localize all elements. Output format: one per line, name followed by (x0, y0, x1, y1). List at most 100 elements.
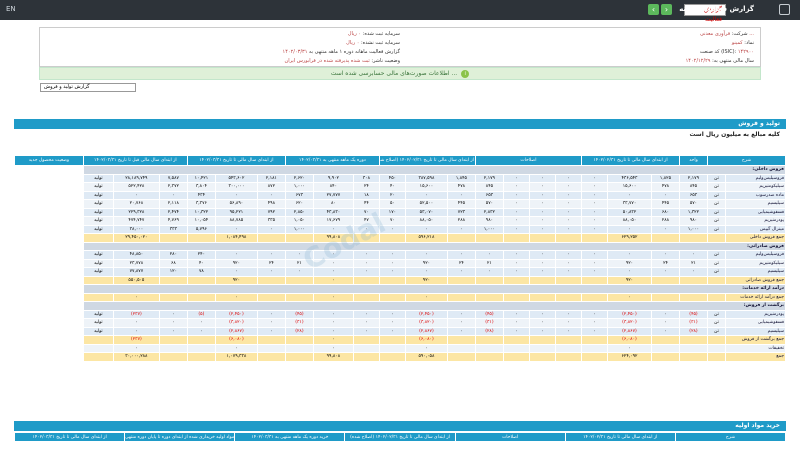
table-cell: (۲۳۷) (112, 309, 160, 319)
table-cell (502, 343, 530, 353)
table-cell: ۵۷۰ (678, 199, 708, 209)
table-cell: ۰ (650, 267, 680, 277)
table-cell (580, 352, 608, 362)
row-label: تخفیفات (725, 343, 786, 353)
row-label: پودرمنیزیم (725, 216, 786, 226)
table-cell: ۲,۱۷۹ (678, 173, 708, 183)
group-label: درآمد ارائه خدمات: (82, 284, 787, 294)
table-cell: (۲,۴۵۰) (606, 309, 652, 319)
table-cell: ۰ (580, 326, 608, 336)
table-cell: ۲,۸۳۲ (474, 207, 504, 217)
table-cell: ۲۴ (256, 258, 286, 268)
table-cell: ۰ (112, 343, 160, 353)
total-row: جمع برگشت از فروش (۶,۰۸۰) (۶,۰۸۰) ۰ (۶,۰۸۰) (… (15, 335, 786, 345)
table-row: پودرمنیزیم تن ۹۸۰ ۲۸۸ ۸۸,۰۵۰ ۰ ۰ ۰ ۰ ۹۸۰ ۲۸۸ ۸۸,۰۵۰… (15, 216, 786, 226)
table-cell: ۰ (446, 190, 476, 200)
table-cell: ۶۲۹,۲۵۲ (606, 233, 652, 243)
table-cell: ۰ (650, 318, 680, 328)
table-cell: تولید (82, 182, 114, 192)
table-cell: ۲۲۹,۳۲۸ (112, 207, 160, 217)
row-label: فروسیلیس‌ولیم (725, 250, 786, 260)
table-row: فروسیلیس‌ولیم تن ۰ ۰ ۰ ۰ ۰ ۰ ۰ ۰ ۰ ۰ ۰ ۰ ۰ ۰ ۰ ۰ ۲۴۰ ۲۸۰ ۴۸,… (15, 250, 786, 260)
table-cell: ۰ (502, 318, 530, 328)
company-info-panel: شرکت: فرآوری معدنی ... نماد: کمینو کد صن… (39, 27, 761, 67)
table-cell: ۰ (446, 326, 476, 336)
top-bar: EN ‹ › گزارش فعالیت گزارش فعالیت ماهانه (0, 0, 800, 23)
company-value: فرآوری معدنی ... (699, 31, 754, 37)
table-cell: ۰ (112, 190, 160, 200)
language-toggle[interactable]: EN (6, 5, 16, 13)
table-cell: ۰ (528, 258, 556, 268)
row-label: جمع فروش صادراتی (725, 275, 786, 285)
table-cell: ۱۲۰ (158, 267, 188, 277)
table-cell: ۰ (502, 182, 530, 192)
table-cell: ۱,۰۸۴,۴۹۸ (214, 233, 258, 243)
row-label: ماده ضدرسوب (725, 190, 786, 200)
table-cell: ۱۰,۴۲۱ (186, 173, 216, 183)
table-cell: ۷۹۲ (256, 207, 286, 217)
column-header: از ابتدای سال مالی تا تاریخ ۱۴۰۲/۰۳/۳۱ (13, 432, 126, 442)
fiscal-year-label: سال مالی منتهی به: (712, 58, 754, 64)
table-cell (378, 343, 406, 353)
table-cell: ۳۸۷,۵۹۸ (404, 173, 448, 183)
row-label: فسفوشیمیایی (725, 318, 786, 328)
table-cell: ۰ (474, 250, 504, 260)
table-cell (82, 352, 114, 362)
table-cell: تن (706, 207, 727, 217)
table-cell: ۱,۸۲۵ (650, 173, 680, 183)
table-cell: ۰ (352, 258, 380, 268)
table-cell: تن (706, 173, 727, 183)
table-cell: ۰ (502, 309, 530, 319)
company-label: شرکت: (731, 31, 748, 37)
table-cell: ۰ (112, 292, 160, 302)
table-cell: (۴۵) (284, 309, 314, 319)
status-label: وضعیت ناشر: (371, 58, 400, 64)
table-cell: ۰ (580, 258, 608, 268)
table-cell: ۰ (352, 309, 380, 319)
table-cell (580, 275, 608, 285)
table-cell (474, 292, 504, 302)
table-cell: ۹۹,۸۰۸ (312, 352, 354, 362)
table-cell: ۰ (214, 250, 258, 260)
table-cell: ۲۸۸ (650, 216, 680, 226)
table-cell: (۳,۸۲۰) (404, 318, 448, 328)
table-cell: ۴۸,۸۵۰ (112, 250, 160, 260)
table-cell (706, 233, 727, 243)
table-cell: ۰ (650, 309, 680, 319)
table-cell (528, 335, 556, 345)
table-cell (284, 352, 314, 362)
table-cell (554, 292, 582, 302)
previous-button[interactable]: ‹ (648, 4, 659, 15)
table-cell: ۷۷,۸۷۷ (112, 267, 160, 277)
table-cell: ۰ (112, 318, 160, 328)
table-cell: ۹۵,۲۲۱ (214, 207, 258, 217)
table-cell: ۴۷۸ (446, 182, 476, 192)
table-cell: ۲۴ (352, 182, 380, 192)
table-cell: (۳,۸۲۰) (606, 318, 652, 328)
table-cell: (۲۳۷) (112, 335, 160, 345)
table-cell (82, 292, 114, 302)
table-cell: ۳۳۳ (158, 224, 188, 234)
report-select[interactable]: گزارش فعالیت (684, 4, 726, 23)
table-cell: تن (706, 258, 727, 268)
table-cell (256, 233, 286, 243)
report-type-select[interactable]: گزارش تولید و فروش (40, 83, 136, 92)
table-row: سیلیکومنیزیم تن ۲۱ ۲۴ ۹۲۰ ۰ ۰ ۰ ۰ ۲۱ ۲۴ ۹۲۰ ۰ ۰ ۰ ۲۱ ۲۴ ۹… (15, 258, 786, 268)
table-cell: ۳,۳۷۶ (186, 199, 216, 209)
table-cell: ۲۸۰ (158, 250, 188, 260)
next-button[interactable]: › (661, 4, 672, 15)
column-header: شرح (706, 155, 787, 166)
table-cell: ۰ (650, 224, 680, 234)
table-cell: ۰ (502, 199, 530, 209)
table-cell (186, 343, 216, 353)
table-header-row: شرح از ابتدای سال مالی تا تاریخ ۱۴۰۲/۰۲/۳… (13, 432, 787, 442)
table-cell: ۰ (528, 267, 556, 277)
table-cell: ۰ (446, 318, 476, 328)
table-cell: ۰ (606, 343, 652, 353)
table-cell: ۶۲۴,۰۹۲ (606, 352, 652, 362)
table-cell: ۸۴۵ (678, 182, 708, 192)
table-cell (474, 275, 504, 285)
table-cell: ۱,۰۵۰ (284, 216, 314, 226)
table-cell: ۰ (158, 318, 188, 328)
table-cell: ۰ (352, 318, 380, 328)
